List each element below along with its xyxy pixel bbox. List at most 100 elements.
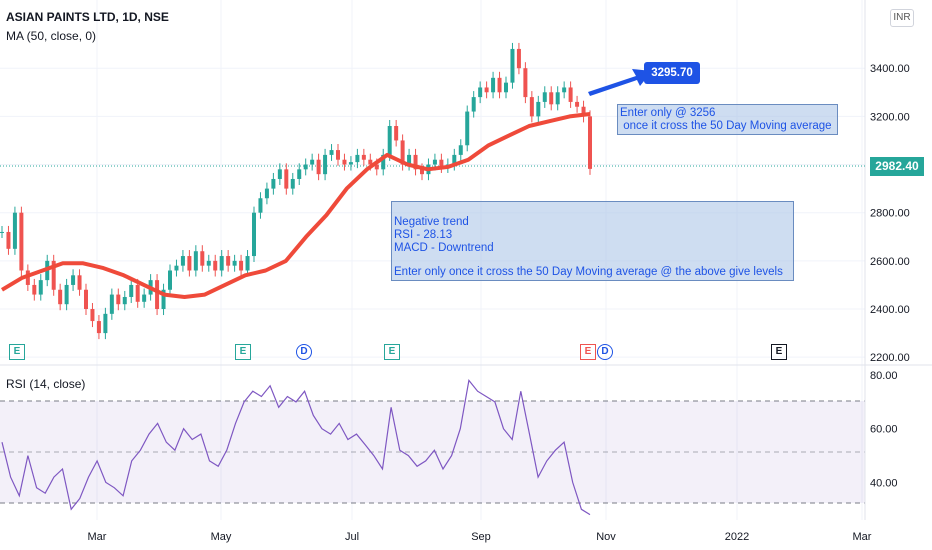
time-tick-label: Mar xyxy=(853,531,872,543)
trend-note-line-3: MACD - Downtrend xyxy=(394,242,494,254)
price-axis-ticks: 3400.003200.003000.002800.002600.002400.… xyxy=(870,63,910,364)
candle xyxy=(206,260,211,266)
candle xyxy=(420,169,424,175)
candle xyxy=(245,256,250,271)
trend-note-line-2: RSI - 28.13 xyxy=(394,229,453,241)
price-tick-label: 2200.00 xyxy=(870,352,910,364)
rsi-legend[interactable]: RSI (14, close) xyxy=(6,377,86,391)
candle xyxy=(536,101,541,117)
candle xyxy=(116,294,121,305)
candle xyxy=(122,296,127,305)
candle xyxy=(497,77,502,93)
entry-note-box xyxy=(617,104,838,135)
price-tick-label: 2600.00 xyxy=(870,256,910,268)
candle xyxy=(581,106,586,117)
price-tick-label: 2400.00 xyxy=(870,304,910,316)
candle xyxy=(135,284,140,302)
candle xyxy=(0,231,4,233)
candle xyxy=(271,178,276,189)
candle xyxy=(142,294,147,302)
earnings-event-icon[interactable]: E xyxy=(235,344,251,360)
candle xyxy=(394,126,399,141)
candle xyxy=(452,154,457,165)
earnings-event-icon[interactable]: E xyxy=(771,344,787,360)
candle xyxy=(555,92,560,105)
candle xyxy=(471,97,476,112)
candle xyxy=(523,68,528,98)
candle xyxy=(323,154,328,175)
candle xyxy=(303,164,308,170)
candle xyxy=(290,178,295,189)
candle xyxy=(310,159,315,165)
candle xyxy=(336,150,340,160)
candle xyxy=(96,321,101,334)
candle xyxy=(226,256,231,266)
last-price-label: 2982.40 xyxy=(870,157,924,176)
time-tick-label: May xyxy=(211,531,232,543)
candle xyxy=(187,256,192,271)
last-price-text: 2982.40 xyxy=(875,159,919,173)
currency-badge[interactable]: INR xyxy=(890,9,914,27)
arrow-icon xyxy=(588,69,652,96)
candle xyxy=(400,140,405,165)
candle xyxy=(491,77,496,93)
candle xyxy=(407,154,412,165)
candle xyxy=(252,212,256,257)
candle xyxy=(161,289,166,310)
rsi-tick-label: 40.00 xyxy=(870,477,898,489)
candle xyxy=(478,87,483,98)
candle xyxy=(174,265,179,271)
entry-note-line-1: Enter only @ 3256 xyxy=(620,107,716,119)
candle xyxy=(342,159,347,165)
candle xyxy=(129,284,134,297)
candle xyxy=(504,82,508,93)
candle xyxy=(329,150,334,155)
rsi-tick-label: 60.00 xyxy=(870,424,898,436)
candle xyxy=(64,284,69,305)
candle xyxy=(549,92,554,105)
candle xyxy=(258,198,263,213)
candle xyxy=(588,116,592,169)
candle xyxy=(284,169,289,189)
earnings-event-icon[interactable]: E xyxy=(384,344,400,360)
candle xyxy=(316,159,321,175)
candle xyxy=(239,260,244,271)
time-tick-label: Sep xyxy=(471,531,491,543)
candle xyxy=(413,154,418,170)
candle xyxy=(368,159,373,165)
candle xyxy=(439,159,444,167)
ma50-line xyxy=(0,112,591,299)
entry-note-line-2: once it cross the 50 Day Moving average xyxy=(620,120,832,132)
earnings-event-icon[interactable]: E xyxy=(9,344,25,360)
time-tick-label: Nov xyxy=(596,531,616,543)
candle xyxy=(6,231,11,249)
candle xyxy=(84,289,88,310)
candle xyxy=(200,251,205,266)
time-tick-label: 2022 xyxy=(725,531,749,543)
candle xyxy=(542,92,547,102)
candles xyxy=(0,42,592,340)
candle xyxy=(90,309,95,322)
candle xyxy=(213,260,218,271)
candle xyxy=(529,97,534,117)
target-price-text: 3295.70 xyxy=(651,67,693,79)
candle xyxy=(193,251,198,271)
candle xyxy=(71,275,76,285)
dividend-event-icon[interactable]: D xyxy=(597,344,613,360)
trend-note-box xyxy=(391,201,794,281)
earnings-event-icon[interactable]: E xyxy=(580,344,596,360)
trend-note-line-5: Enter only once it cross the 50 Day Movi… xyxy=(394,266,783,278)
candle xyxy=(297,169,302,179)
trend-note-line-1: Negative trend xyxy=(394,216,469,228)
candle xyxy=(355,154,360,163)
candle xyxy=(432,159,437,165)
candle xyxy=(277,169,282,179)
candle xyxy=(103,313,108,334)
dividend-event-icon[interactable]: D xyxy=(296,344,312,360)
time-tick-label: Mar xyxy=(88,531,107,543)
ma-legend[interactable]: MA (50, close, 0) xyxy=(6,29,97,43)
candle xyxy=(180,256,185,266)
candle xyxy=(51,260,56,290)
candle xyxy=(12,212,17,249)
candle xyxy=(465,111,470,146)
